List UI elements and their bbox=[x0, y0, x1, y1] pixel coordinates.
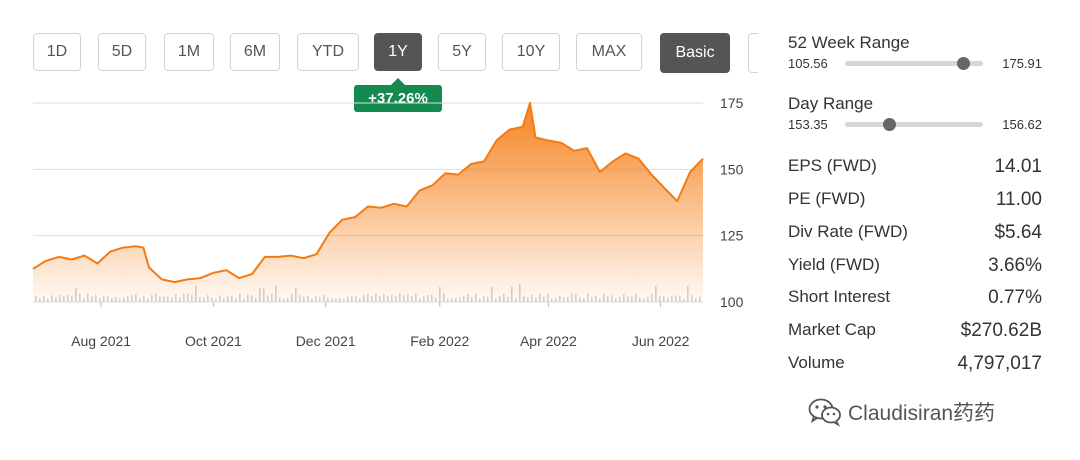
market-cap-value: $270.62B bbox=[960, 320, 1042, 341]
day-low: 153.35 bbox=[788, 117, 828, 132]
day-range-label: Day Range bbox=[788, 94, 874, 113]
range-button-ytd[interactable]: YTD bbox=[297, 33, 359, 71]
y-tick-label: 150 bbox=[720, 161, 744, 177]
yield-value: 3.66% bbox=[988, 255, 1042, 276]
x-tick-label: Apr 2022 bbox=[520, 333, 577, 349]
pe-fwd-label: PE (FWD) bbox=[788, 189, 866, 208]
watermark-text: Claudisiran药药 bbox=[848, 402, 996, 425]
price-area bbox=[33, 103, 703, 302]
short-interest-label: Short Interest bbox=[788, 287, 891, 306]
volume-value: 4,797,017 bbox=[957, 353, 1042, 374]
week52-range-track bbox=[845, 61, 983, 66]
advanced-view-button[interactable] bbox=[748, 33, 758, 73]
week52-low: 105.56 bbox=[788, 56, 828, 71]
range-button-1d[interactable]: 1D bbox=[33, 33, 81, 71]
x-tick-label: Aug 2021 bbox=[71, 333, 131, 349]
change-badge-arrow bbox=[391, 78, 405, 85]
yield-label: Yield (FWD) bbox=[788, 255, 880, 274]
x-tick-label: Oct 2021 bbox=[185, 333, 242, 349]
div-rate-value: $5.64 bbox=[994, 222, 1042, 243]
week52-range-label: 52 Week Range bbox=[788, 33, 910, 52]
watermark: Claudisiran药药 bbox=[808, 395, 995, 429]
week52-range-marker bbox=[957, 57, 971, 70]
eps-fwd-value: 14.01 bbox=[994, 156, 1042, 177]
volume-label: Volume bbox=[788, 353, 845, 372]
week52-high: 175.91 bbox=[1002, 56, 1042, 71]
price-line bbox=[32, 102, 704, 284]
range-button-1y[interactable]: 1Y bbox=[374, 33, 422, 71]
day-range-marker bbox=[882, 118, 896, 131]
x-tick-label: Feb 2022 bbox=[410, 333, 469, 349]
div-rate-label: Div Rate (FWD) bbox=[788, 222, 908, 241]
y-tick-label: 175 bbox=[720, 95, 744, 111]
range-button-10y[interactable]: 10Y bbox=[502, 33, 560, 71]
day-range-track bbox=[845, 122, 983, 127]
basic-view-button[interactable]: Basic bbox=[660, 33, 730, 73]
market-cap-label: Market Cap bbox=[788, 320, 876, 339]
range-button-5y[interactable]: 5Y bbox=[438, 33, 486, 71]
wechat-icon bbox=[808, 398, 841, 427]
range-button-6m[interactable]: 6M bbox=[230, 33, 280, 71]
price-chart: 100 125 150 175 Aug 2021 Oct 2021 Dec 2021 Feb… bbox=[32, 95, 744, 349]
x-tick-label: Jun 2022 bbox=[632, 333, 690, 349]
range-button-1m[interactable]: 1M bbox=[164, 33, 214, 71]
y-tick-label: 125 bbox=[720, 228, 744, 244]
day-high: 156.62 bbox=[1002, 117, 1042, 132]
pe-fwd-value: 11.00 bbox=[995, 189, 1042, 210]
y-tick-label: 100 bbox=[720, 294, 744, 310]
eps-fwd-label: EPS (FWD) bbox=[788, 156, 877, 175]
short-interest-value: 0.77% bbox=[988, 287, 1042, 308]
range-button-max[interactable]: MAX bbox=[576, 33, 642, 71]
x-tick-label: Dec 2021 bbox=[296, 333, 356, 349]
range-button-5d[interactable]: 5D bbox=[98, 33, 146, 71]
